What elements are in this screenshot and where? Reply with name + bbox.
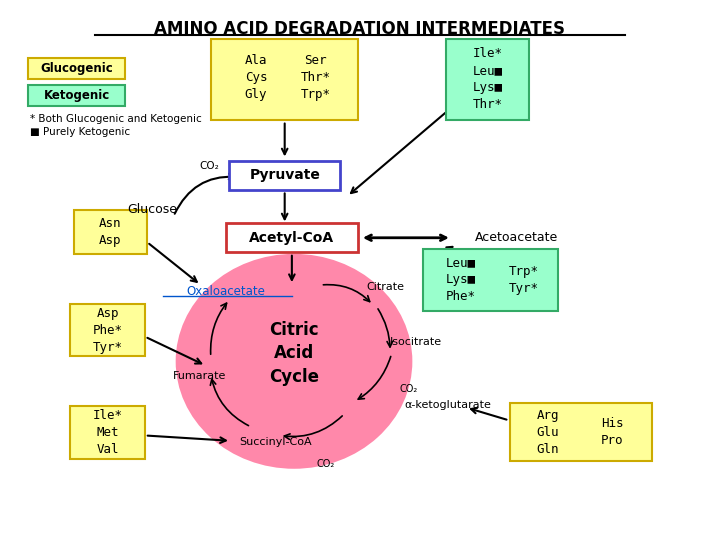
FancyBboxPatch shape	[423, 249, 558, 310]
Text: CO₂: CO₂	[317, 460, 335, 469]
Text: Acetyl-CoA: Acetyl-CoA	[249, 231, 334, 245]
FancyBboxPatch shape	[446, 39, 529, 119]
Text: α-ketoglutarate: α-ketoglutarate	[404, 400, 491, 410]
FancyBboxPatch shape	[74, 211, 147, 254]
Text: Asn
Asp: Asn Asp	[99, 218, 122, 247]
FancyBboxPatch shape	[70, 406, 145, 458]
Text: Ser
Thr*
Trp*: Ser Thr* Trp*	[300, 54, 330, 101]
Text: Leu■
Lys■
Phe*: Leu■ Lys■ Phe*	[446, 256, 475, 303]
Text: Glucose: Glucose	[127, 204, 177, 217]
Text: Ala
Cys
Gly: Ala Cys Gly	[245, 54, 267, 101]
Text: Ile*
Met
Val: Ile* Met Val	[93, 409, 122, 456]
Text: CO₂: CO₂	[400, 384, 418, 394]
FancyBboxPatch shape	[28, 85, 125, 106]
Text: Succinyl-CoA: Succinyl-CoA	[239, 437, 312, 447]
Text: Asp
Phe*
Tyr*: Asp Phe* Tyr*	[93, 307, 122, 354]
FancyBboxPatch shape	[510, 403, 652, 461]
FancyBboxPatch shape	[229, 161, 341, 190]
Text: Citric
Acid
Cycle: Citric Acid Cycle	[269, 321, 319, 386]
Text: Pyruvate: Pyruvate	[249, 168, 320, 183]
Text: Ile*
Leu■
Lys■
Thr*: Ile* Leu■ Lys■ Thr*	[472, 48, 503, 111]
FancyBboxPatch shape	[225, 223, 359, 252]
Text: * Both Glucogenic and Ketogenic: * Both Glucogenic and Ketogenic	[30, 113, 202, 124]
FancyBboxPatch shape	[28, 58, 125, 79]
FancyBboxPatch shape	[211, 39, 359, 119]
Text: Acetoacetate: Acetoacetate	[474, 231, 558, 244]
FancyBboxPatch shape	[70, 304, 145, 356]
Text: Fumarate: Fumarate	[174, 371, 227, 381]
Text: ■ Purely Ketogenic: ■ Purely Ketogenic	[30, 127, 130, 137]
Ellipse shape	[176, 254, 413, 469]
Text: Isocitrate: Isocitrate	[390, 337, 442, 347]
Text: Glucogenic: Glucogenic	[40, 62, 113, 75]
Text: Citrate: Citrate	[366, 282, 404, 292]
Text: Trp*
Tyr*: Trp* Tyr*	[508, 265, 539, 295]
Text: Arg
Glu
Gln: Arg Glu Gln	[536, 409, 559, 456]
Text: AMINO ACID DEGRADATION INTERMEDIATES: AMINO ACID DEGRADATION INTERMEDIATES	[155, 20, 565, 38]
Text: CO₂: CO₂	[199, 161, 220, 171]
Text: His
Pro: His Pro	[601, 417, 624, 447]
Text: Ketogenic: Ketogenic	[44, 89, 110, 102]
Text: Oxaloacetate: Oxaloacetate	[186, 285, 265, 298]
